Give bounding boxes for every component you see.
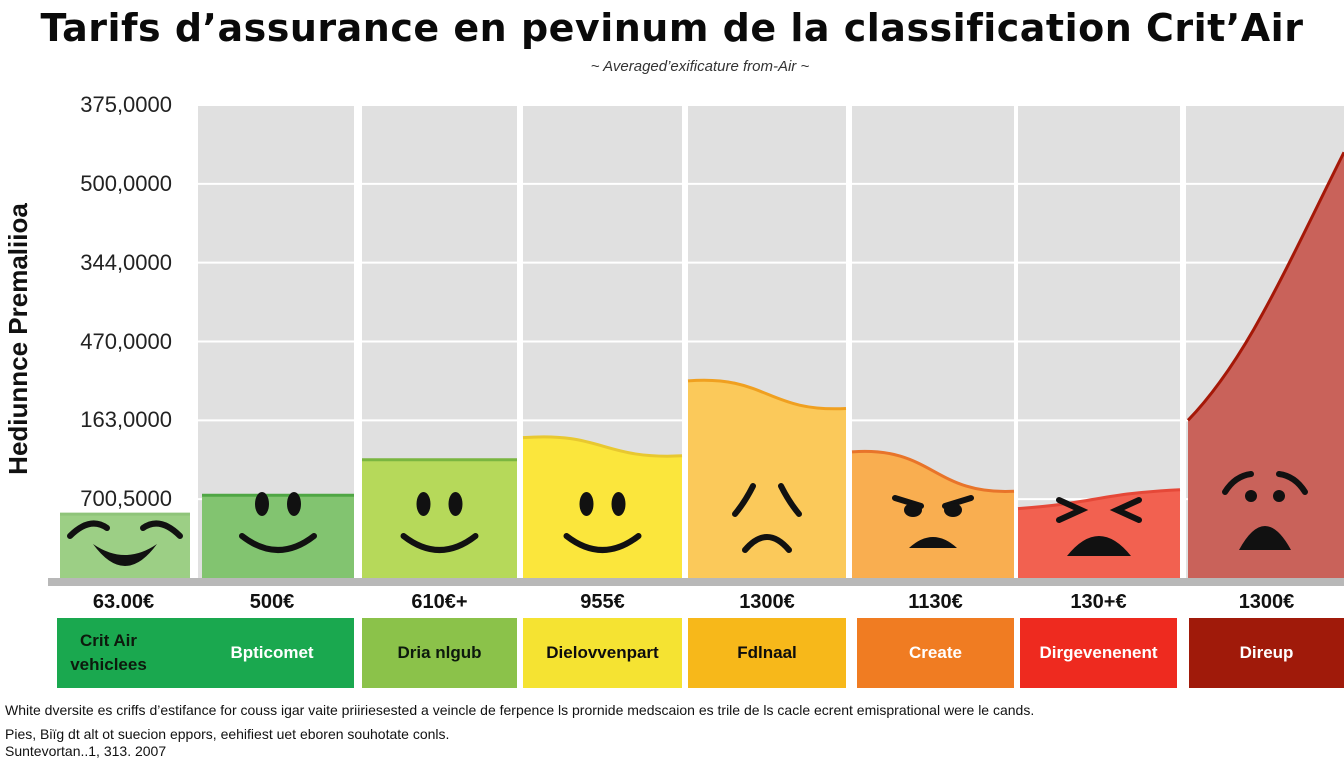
area-7 (1018, 489, 1180, 578)
category-label: Bpticomet (230, 643, 314, 662)
area-4 (523, 436, 682, 578)
category-label: Fdlnaal (737, 643, 797, 662)
face-sad-icon (732, 483, 802, 553)
category-label: Dielovvenpart (546, 643, 659, 662)
face-smile-icon (400, 492, 479, 553)
area-1 (60, 514, 190, 578)
footnote-2: Pies, Biïg dt alt ot suecion eppors, eeh… (5, 726, 450, 742)
face-angry-icon (892, 495, 974, 548)
area-3 (362, 459, 517, 578)
category-box: Direup (1189, 618, 1344, 688)
price-label: 1300€ (739, 591, 795, 613)
x-axis-baseline (48, 578, 1344, 586)
category-box: Dielovvenpart (523, 618, 682, 688)
chart-title: Tarifs d’assurance en pevinum de la clas… (40, 6, 1304, 50)
category-label: Dirgevenenent (1039, 643, 1158, 662)
price-label: 610€+ (411, 591, 468, 613)
price-label: 500€ (249, 591, 295, 613)
area-2 (202, 495, 354, 578)
price-label: 130+€ (1070, 591, 1127, 613)
price-label: 1130€ (908, 591, 963, 613)
footnote-1: White dversite es criffs d’estifance for… (5, 702, 1035, 718)
face-distressed-icon (1056, 497, 1142, 556)
area-line-5 (687, 378, 847, 411)
face-smile-icon (239, 492, 317, 553)
footnote-3: Suntevortan..1, 313. 2007 (5, 743, 167, 759)
price-label: 1300€ (1238, 591, 1295, 613)
chart-subtitle: ~ Averaged’exificature from-Air ~ (590, 58, 810, 75)
y-tick-label: 470,0000 (80, 328, 172, 354)
area-line-6 (851, 449, 1015, 493)
category-label: Crit Air vehiclees (70, 631, 147, 674)
area-line-4 (522, 435, 683, 458)
category-box: Bpticomet (190, 618, 354, 688)
area-8 (1188, 152, 1344, 579)
y-tick-label: 500,0000 (80, 170, 172, 196)
category-box: Fdlnaal (688, 618, 846, 688)
face-laugh-icon (67, 520, 183, 566)
face-scared-icon (1222, 471, 1308, 550)
area-line-7 (1017, 488, 1181, 511)
category-box: Dirgevenenent (1020, 618, 1177, 688)
y-tick-label: 700,5000 (80, 486, 172, 512)
area-line-8 (1186, 151, 1344, 422)
area-5 (688, 380, 846, 578)
category-box: Dria nlgub (362, 618, 517, 688)
area-6 (852, 451, 1014, 578)
category-label: Dria nlgub (397, 643, 482, 662)
price-label: 955€ (580, 591, 625, 613)
y-tick-label: 163,0000 (80, 407, 172, 433)
y-tick-label: 344,0000 (80, 249, 172, 275)
category-label: Direup (1239, 643, 1294, 662)
category-box: Crit Air vehiclees (57, 618, 190, 688)
category-label: Create (909, 643, 962, 662)
face-smile-icon (563, 492, 642, 553)
price-label: 63.00€ (92, 591, 155, 613)
category-box: Create (857, 618, 1014, 688)
y-tick-label: 375,0000 (80, 92, 172, 117)
